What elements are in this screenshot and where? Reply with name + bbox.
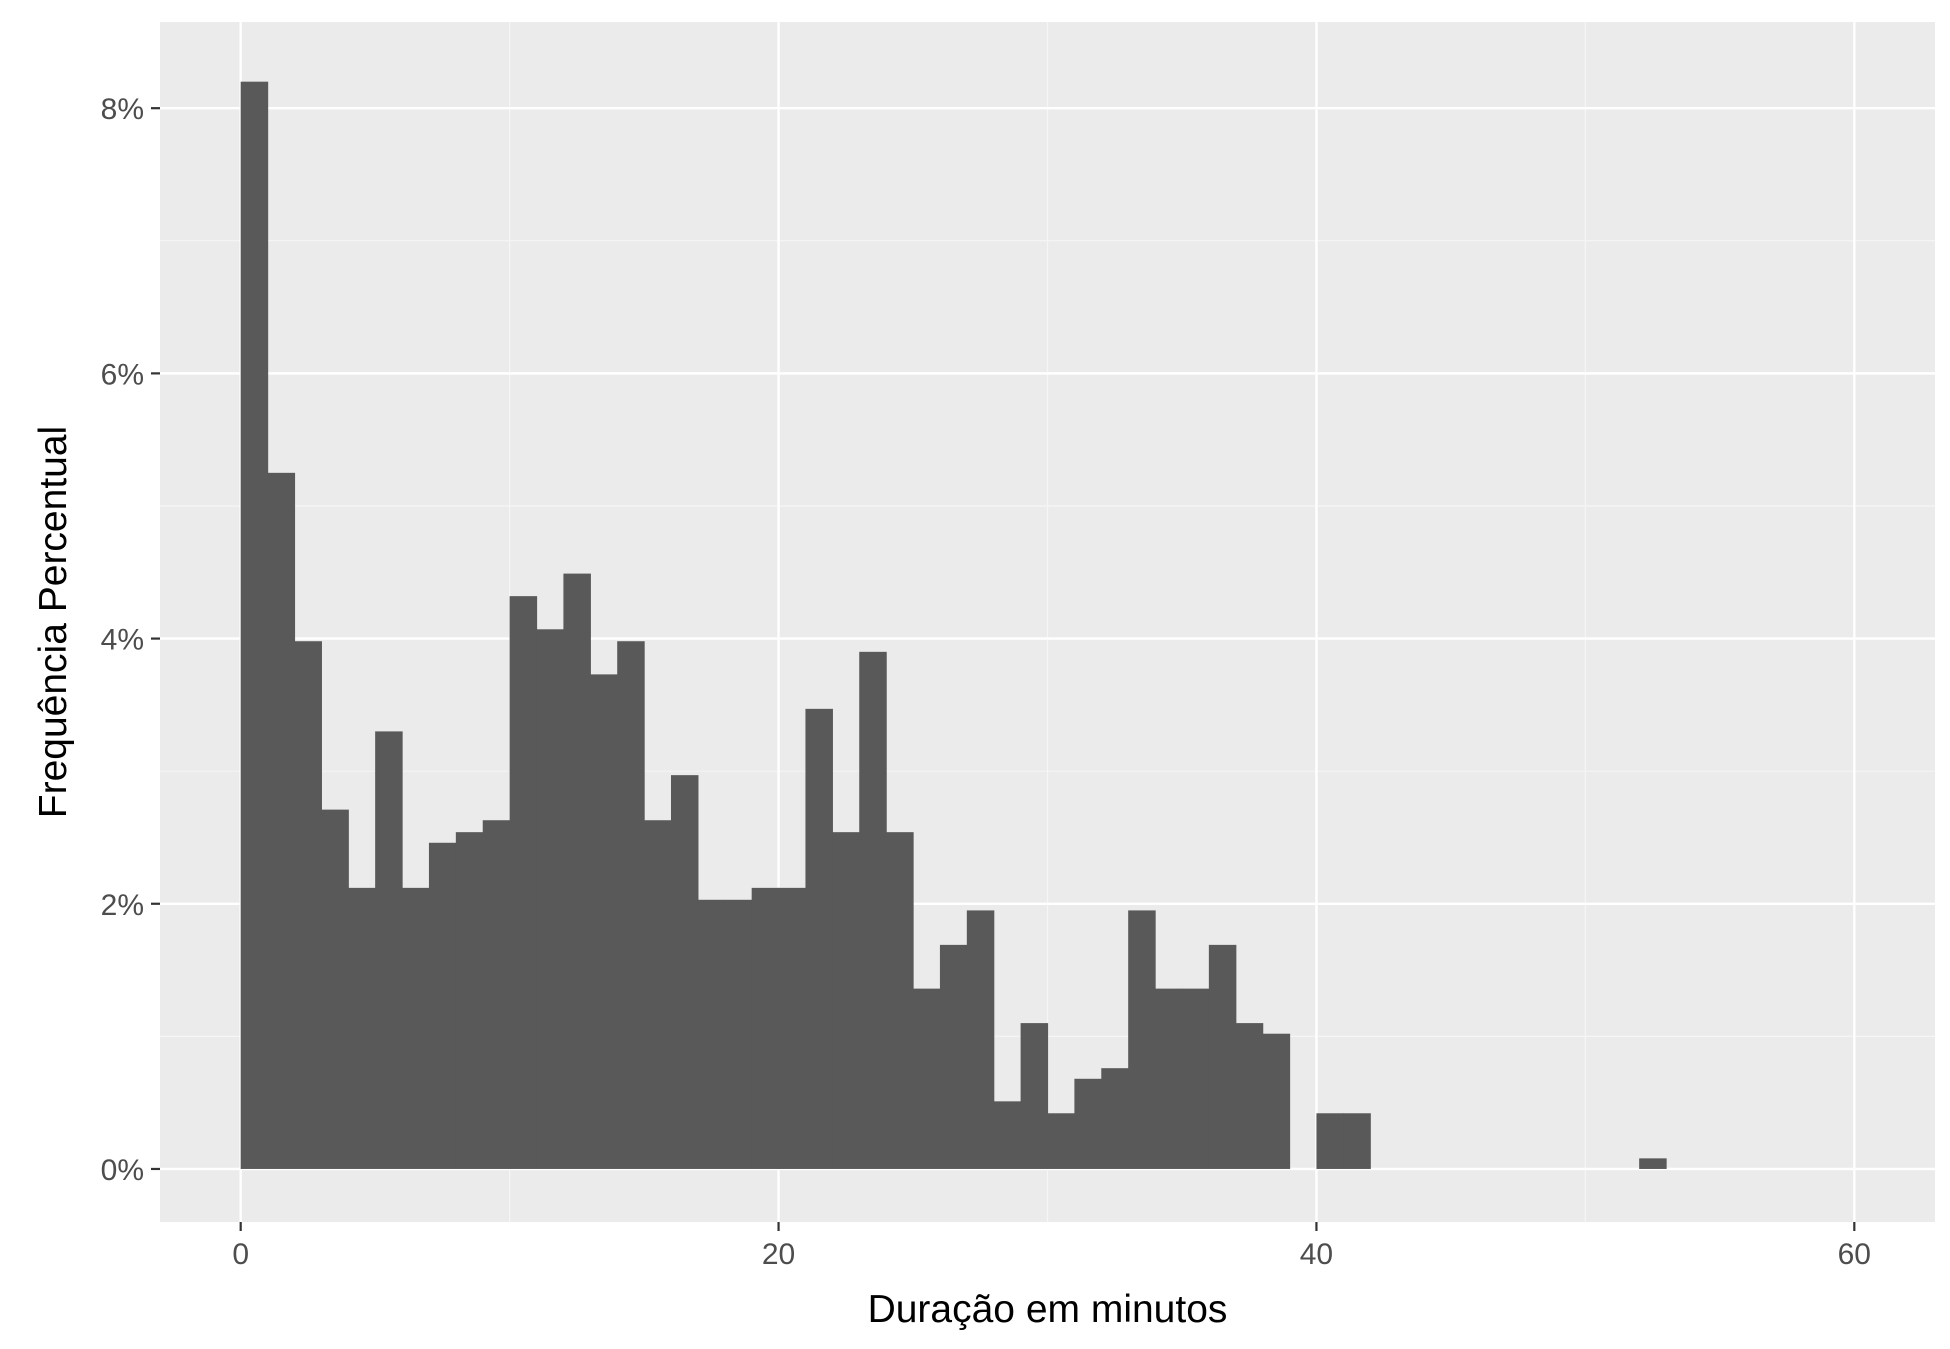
histogram-bar xyxy=(886,832,914,1169)
x-axis: 0 20 40 60 xyxy=(232,1222,1871,1271)
histogram-bar xyxy=(482,820,511,1169)
histogram-bar xyxy=(1181,988,1210,1169)
histogram-bar xyxy=(859,651,887,1169)
histogram-bar xyxy=(1208,944,1237,1169)
histogram-bar xyxy=(375,731,403,1169)
y-axis: 0% 2% 4% 6% 8% xyxy=(101,93,160,1187)
histogram-bar xyxy=(1074,1078,1102,1169)
histogram-bar xyxy=(1343,1113,1371,1169)
histogram-bar xyxy=(402,887,430,1169)
histogram-bar xyxy=(724,899,753,1169)
histogram-bar xyxy=(240,81,269,1169)
x-tick-label: 60 xyxy=(1838,1238,1871,1271)
x-tick-label: 40 xyxy=(1300,1238,1333,1271)
histogram-bar xyxy=(832,832,860,1169)
histogram-bar xyxy=(321,809,349,1169)
y-tick-label: 0% xyxy=(101,1154,144,1187)
histogram-bar xyxy=(1316,1113,1344,1169)
histogram-bar xyxy=(939,944,968,1169)
histogram-bar xyxy=(993,1101,1022,1169)
histogram-bar xyxy=(455,832,484,1169)
x-tick-label: 20 xyxy=(762,1238,795,1271)
histogram-bar xyxy=(966,910,995,1169)
histogram-bar xyxy=(670,775,699,1169)
histogram-bar xyxy=(1101,1068,1129,1169)
histogram-bar xyxy=(1047,1113,1075,1169)
histogram-bar xyxy=(1235,1023,1264,1169)
y-tick-label: 8% xyxy=(101,93,144,126)
histogram-bar xyxy=(751,887,780,1169)
histogram-bar xyxy=(778,887,807,1169)
histogram-bar xyxy=(1155,988,1183,1169)
histogram-bar xyxy=(913,988,941,1169)
histogram-bar xyxy=(1262,1033,1291,1169)
histogram-bar xyxy=(428,842,457,1169)
histogram-bar xyxy=(1020,1023,1049,1169)
histogram-bar xyxy=(617,641,645,1169)
histogram-bar xyxy=(509,596,538,1169)
y-tick-label: 6% xyxy=(101,358,144,391)
histogram-bar xyxy=(1128,910,1156,1169)
x-axis-title: Duração em minutos xyxy=(868,1288,1228,1331)
histogram-bar xyxy=(590,674,618,1169)
histogram-bar xyxy=(536,629,565,1169)
histogram-bar xyxy=(267,472,296,1169)
histogram-bar xyxy=(644,820,672,1169)
histogram-bars xyxy=(240,81,1667,1169)
histogram-bar xyxy=(348,887,376,1169)
histogram-bar xyxy=(805,708,833,1169)
histogram-bar xyxy=(1639,1158,1667,1169)
histogram-bar xyxy=(563,573,591,1169)
histogram-bar xyxy=(697,899,726,1169)
x-tick-label: 0 xyxy=(232,1238,249,1271)
y-axis-title: Frequência Percentual xyxy=(32,426,75,818)
y-tick-label: 4% xyxy=(101,624,144,657)
y-tick-label: 2% xyxy=(101,889,144,922)
histogram-bar xyxy=(294,641,322,1169)
